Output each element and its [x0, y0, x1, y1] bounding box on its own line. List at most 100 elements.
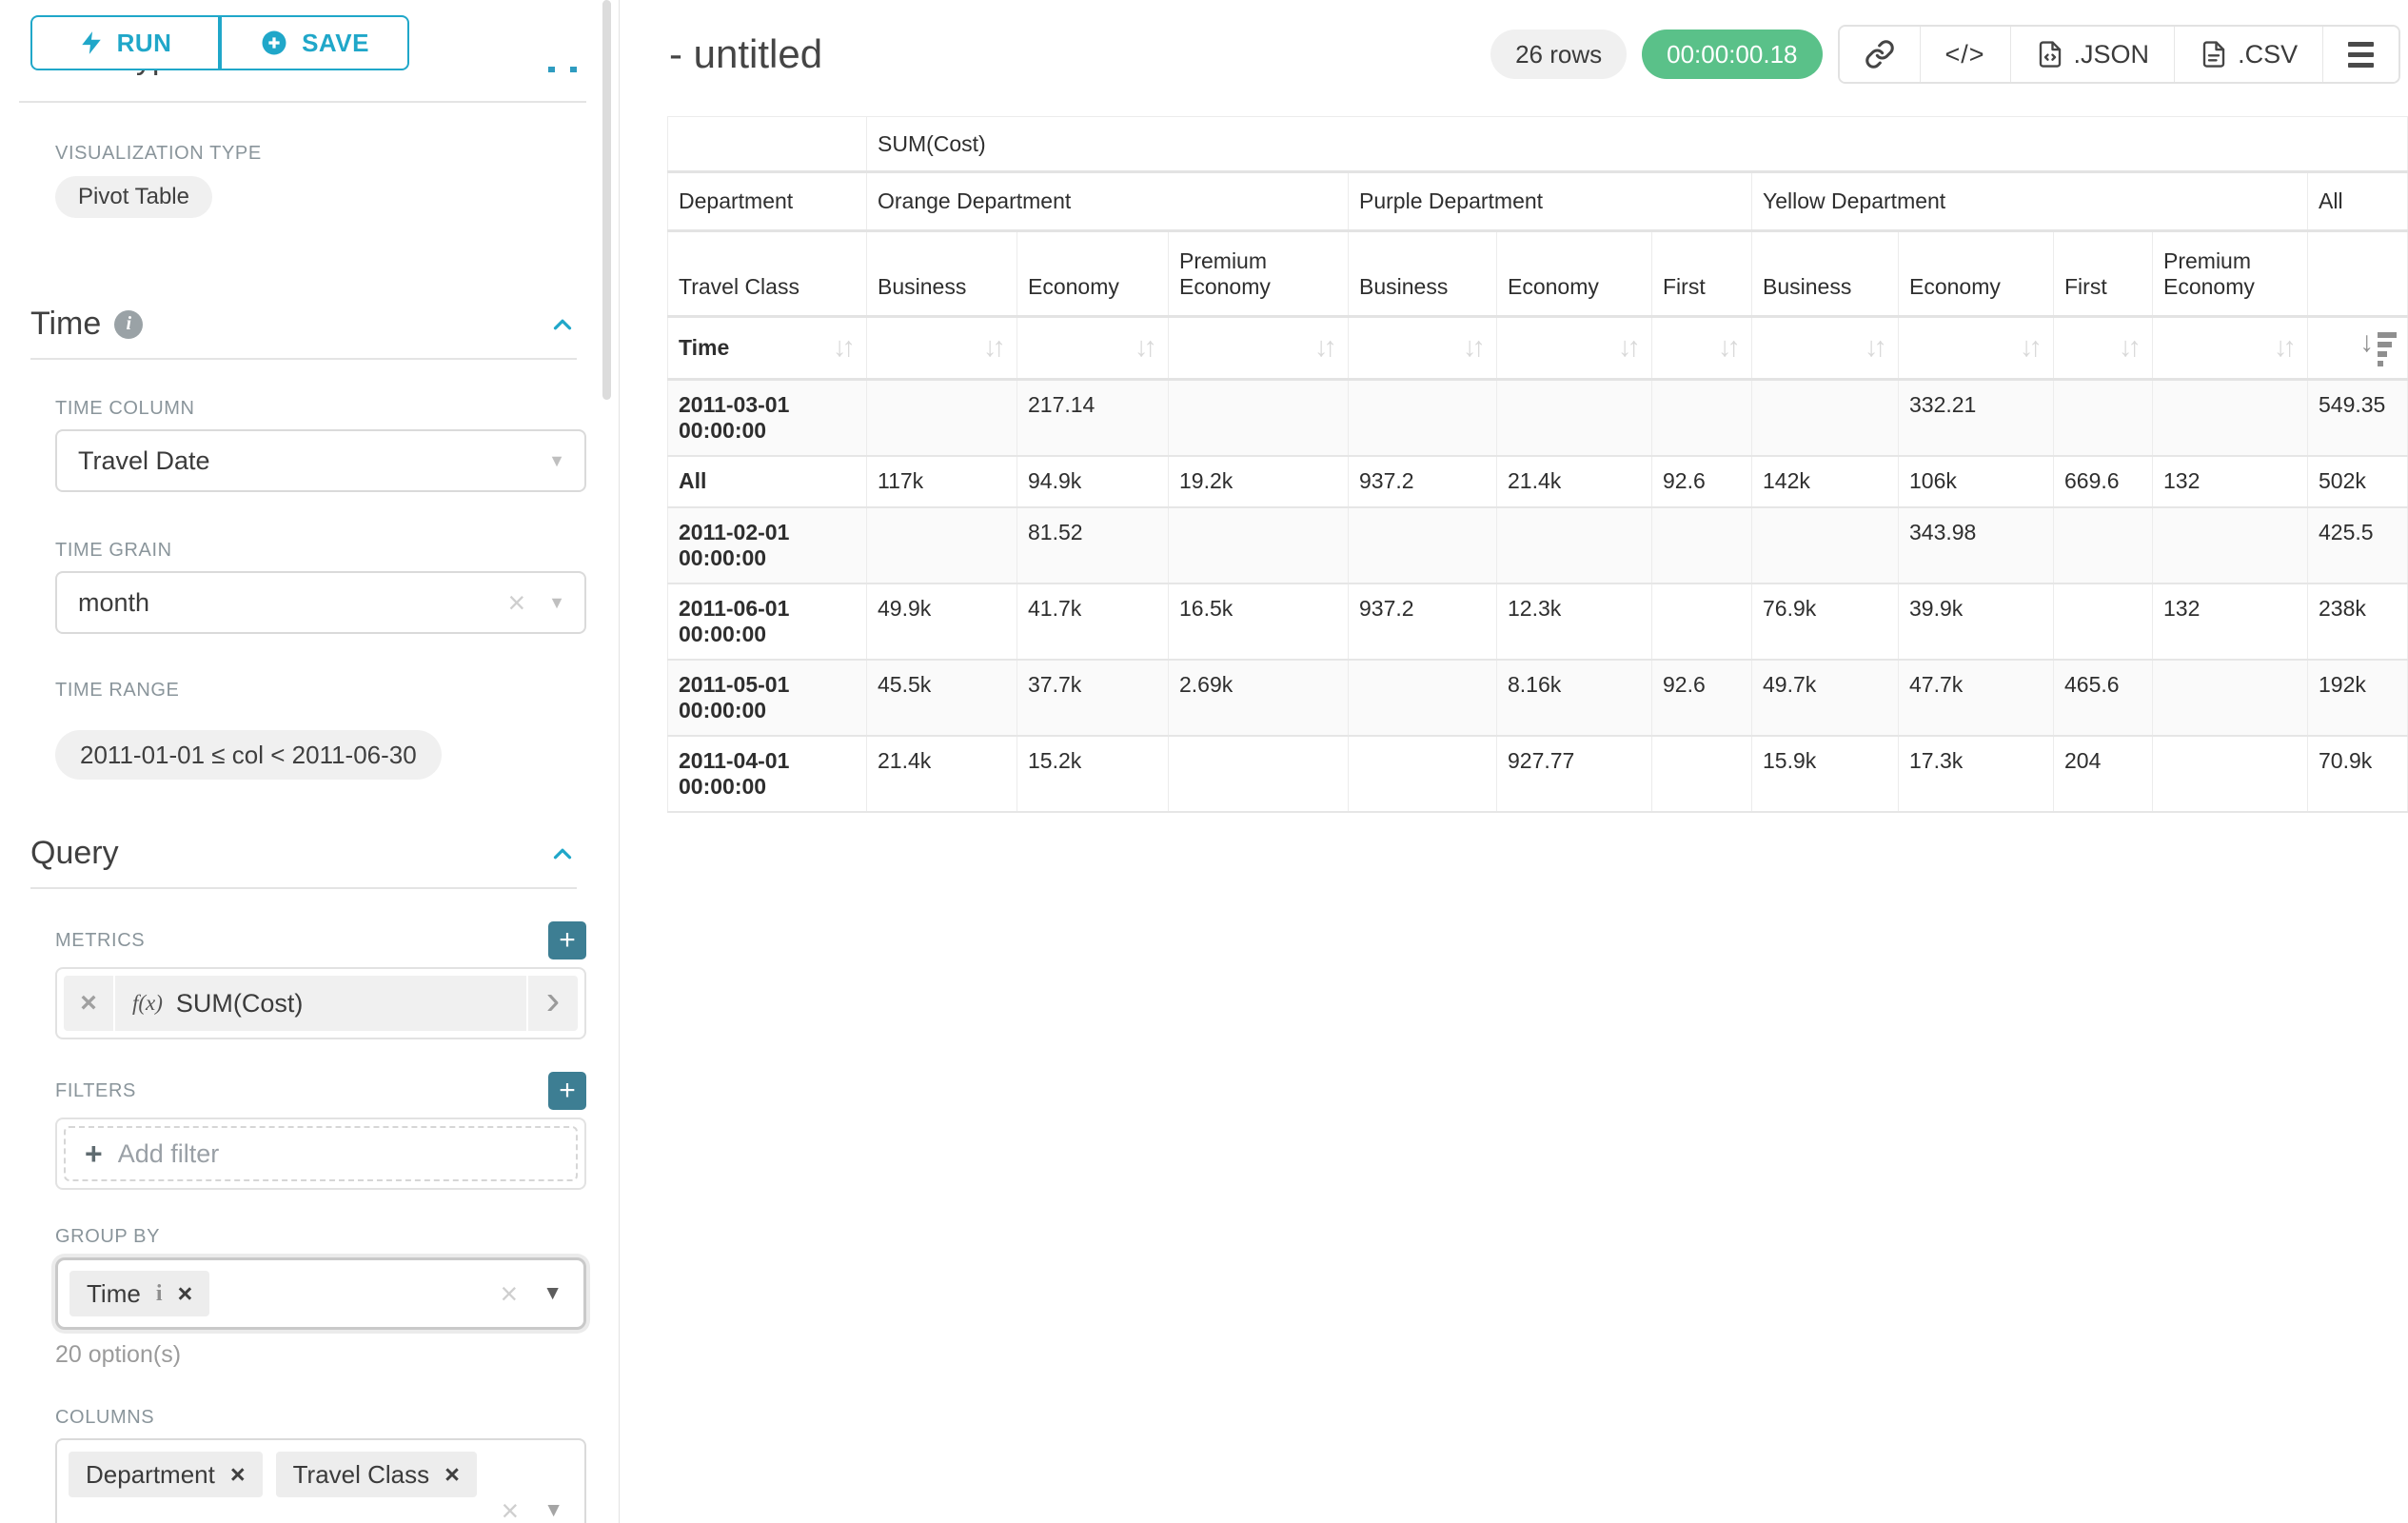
- add-filter-placeholder: Add filter: [117, 1138, 220, 1168]
- menu-button[interactable]: [2323, 27, 2399, 82]
- export-json-button[interactable]: .JSON: [2010, 27, 2176, 82]
- travel-class-header: Business: [1751, 230, 1899, 318]
- pivot-cell: 92.6: [1651, 456, 1752, 508]
- department-group-header: Purple Department: [1348, 171, 1752, 232]
- export-json-label: .JSON: [2073, 39, 2150, 69]
- time-range-chip[interactable]: 2011-01-01 ≤ col < 2011-06-30: [55, 730, 442, 780]
- sort-column-header[interactable]: ↓↑: [1651, 316, 1752, 381]
- metric-header: SUM(Cost): [866, 116, 2408, 173]
- pivot-cell: [1751, 379, 1899, 457]
- selected-option-chip[interactable]: Time i ×: [69, 1271, 210, 1316]
- sort-column-header[interactable]: ↓: [2307, 316, 2408, 381]
- add-metric-button[interactable]: +: [548, 921, 586, 959]
- time-column-value: Travel Date: [78, 445, 210, 475]
- pivot-cell: [2152, 660, 2308, 737]
- pivot-cell: 49.9k: [866, 583, 1017, 661]
- sort-column-header[interactable]: ↓↑: [1496, 316, 1652, 381]
- time-range-label: TIME RANGE: [55, 680, 180, 701]
- pivot-table: SUM(Cost) Department Orange Department Purp…: [667, 116, 2408, 813]
- export-csv-button[interactable]: .CSV: [2175, 27, 2324, 82]
- pivot-cell: 76.9k: [1751, 583, 1899, 661]
- remove-chip-icon[interactable]: ×: [177, 1278, 193, 1308]
- embed-code-button[interactable]: </>: [1920, 27, 2011, 82]
- sort-column-header[interactable]: ↓↑: [2053, 316, 2153, 381]
- add-filter-dropzone[interactable]: + Add filter: [64, 1126, 578, 1181]
- remove-metric-icon[interactable]: ×: [64, 976, 115, 1031]
- visualization-type-chip[interactable]: Pivot Table: [55, 176, 212, 218]
- pivot-cell: 12.3k: [1496, 583, 1652, 661]
- sidebar-scrollbar[interactable]: [602, 0, 611, 1523]
- travel-class-header: First: [2053, 230, 2153, 318]
- pivot-cell: [2053, 583, 2153, 661]
- clear-icon[interactable]: ×: [500, 1276, 519, 1311]
- sort-column-header[interactable]: ↓↑: [1898, 316, 2054, 381]
- travel-class-header: Premium Economy: [1168, 230, 1349, 318]
- pivot-cell: 343.98: [1898, 507, 2054, 584]
- chevron-right-icon[interactable]: ›: [526, 976, 578, 1031]
- columns-select[interactable]: Department × Travel Class × × ▼: [55, 1438, 586, 1523]
- pivot-cell: 425.5: [2307, 507, 2408, 584]
- pivot-cell: 238k: [2307, 583, 2408, 661]
- sort-column-header[interactable]: ↓↑: [1751, 316, 1899, 381]
- save-button-label: SAVE: [302, 28, 369, 57]
- metric-chip[interactable]: × f(x) SUM(Cost) ›: [64, 976, 578, 1031]
- selected-option-chip[interactable]: Travel Class ×: [275, 1452, 477, 1497]
- sort-column-header[interactable]: ↓↑: [1348, 316, 1497, 381]
- pivot-cell: [1651, 507, 1752, 584]
- pivot-cell: [1496, 507, 1652, 584]
- clear-icon[interactable]: ×: [501, 1493, 520, 1523]
- control-panel: Chart Type RUN SAVE VISUALIZATION TYPE P…: [0, 0, 620, 1523]
- chart-title[interactable]: - untitled: [669, 31, 823, 76]
- chevron-up-icon[interactable]: [548, 840, 577, 868]
- filters-select: + Add filter: [55, 1118, 586, 1190]
- sort-icon: ↓↑: [1865, 332, 1887, 363]
- chip-label: Time: [87, 1278, 141, 1308]
- clear-icon[interactable]: ×: [507, 585, 526, 620]
- pivot-cell: [1348, 379, 1497, 457]
- table-row: 2011-06-01 00:00:00 49.9k 41.7k 16.5k 937.2 1…: [667, 583, 2408, 661]
- pivot-cell: 21.4k: [1496, 456, 1652, 508]
- chevron-down-icon[interactable]: ▼: [548, 593, 565, 612]
- remove-chip-icon[interactable]: ×: [229, 1459, 246, 1489]
- row-count-badge: 26 rows: [1490, 30, 1628, 79]
- divider: [30, 358, 577, 360]
- time-column-select[interactable]: Travel Date ▼: [55, 429, 586, 492]
- copy-link-button[interactable]: [1839, 27, 1921, 82]
- pivot-cell: [2152, 736, 2308, 813]
- selected-option-chip[interactable]: Department ×: [69, 1452, 263, 1497]
- pivot-cell: 502k: [2307, 456, 2408, 508]
- pivot-cell: [1168, 507, 1349, 584]
- sort-column-header[interactable]: ↓↑: [866, 316, 1017, 381]
- sort-column-header[interactable]: ↓↑: [2152, 316, 2308, 381]
- group-by-select[interactable]: Time i × × ▼: [55, 1257, 586, 1330]
- sort-icon: ↓↑: [1314, 332, 1337, 363]
- pivot-cell: 39.9k: [1898, 583, 2054, 661]
- collapse-caret-tips: [548, 67, 577, 72]
- pivot-cell: 142k: [1751, 456, 1899, 508]
- pivot-cell: 549.35: [2307, 379, 2408, 457]
- chevron-down-icon[interactable]: ▼: [543, 1499, 563, 1521]
- metrics-label: METRICS: [55, 929, 146, 951]
- pivot-cell: 217.14: [1016, 379, 1169, 457]
- time-grain-select[interactable]: month × ▼: [55, 571, 586, 634]
- run-button[interactable]: RUN: [30, 15, 220, 70]
- pivot-cell: [866, 379, 1017, 457]
- time-section-label: Time: [30, 306, 102, 342]
- pivot-cell: [1348, 660, 1497, 737]
- table-row: 2011-02-01 00:00:00 81.52 343.98 425.5: [667, 507, 2408, 584]
- export-button-group: </> .JSON .CSV: [1837, 25, 2401, 84]
- plus-icon: +: [85, 1136, 103, 1171]
- travel-class-header: Business: [866, 230, 1017, 318]
- sort-column-header[interactable]: ↓↑: [1168, 316, 1349, 381]
- sort-icon: ↓↑: [1718, 332, 1741, 363]
- chevron-up-icon[interactable]: [548, 310, 577, 339]
- chevron-down-icon[interactable]: ▼: [548, 451, 565, 470]
- add-filter-button[interactable]: +: [548, 1072, 586, 1110]
- chevron-down-icon[interactable]: ▼: [543, 1282, 563, 1304]
- sort-column-header[interactable]: ↓↑: [1016, 316, 1169, 381]
- remove-chip-icon[interactable]: ×: [444, 1459, 460, 1489]
- sort-column-header[interactable]: Time ↓↑: [667, 316, 867, 381]
- query-section-label: Query: [30, 835, 119, 871]
- save-button[interactable]: SAVE: [220, 15, 409, 70]
- travel-class-header: Economy: [1496, 230, 1652, 318]
